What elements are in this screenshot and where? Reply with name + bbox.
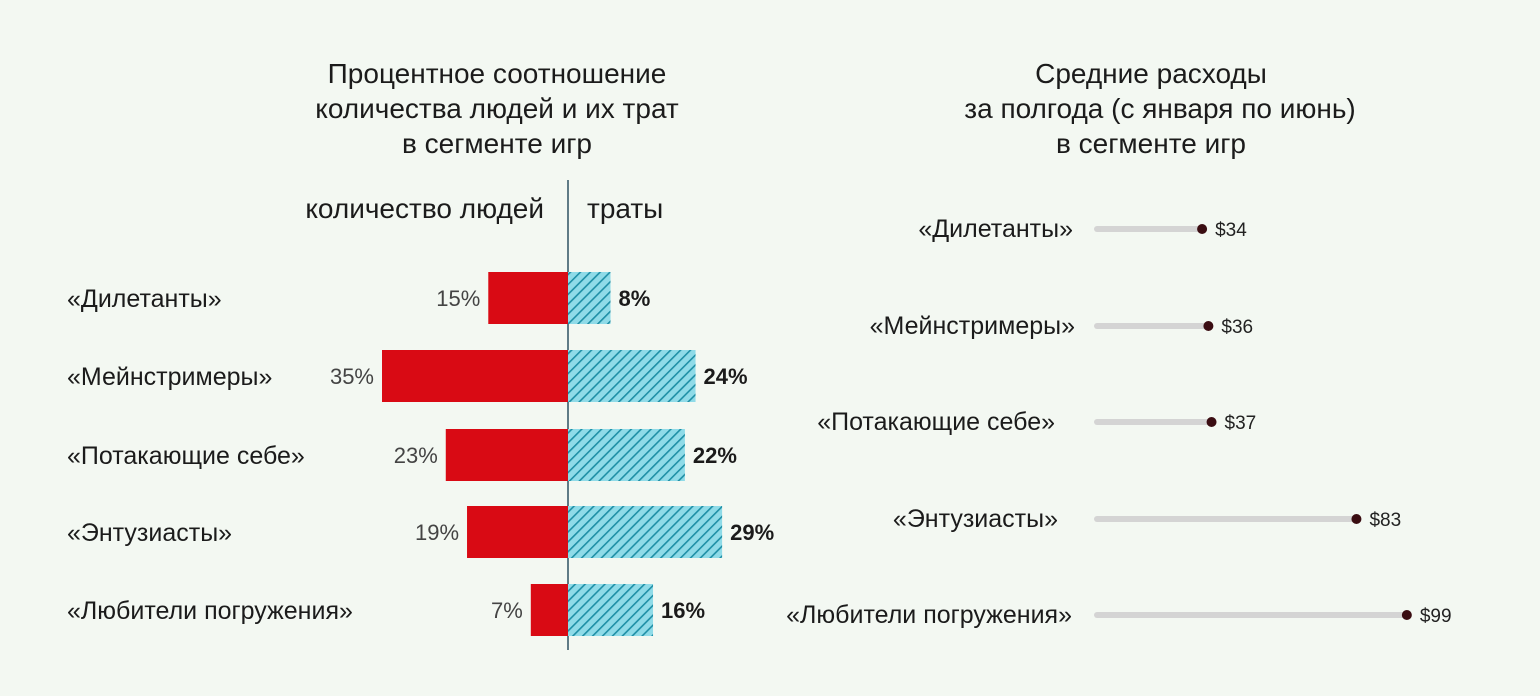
- average-spend-label: $34: [1215, 220, 1247, 241]
- people-bar: [530, 584, 568, 636]
- spending-bar: [568, 272, 611, 324]
- spending-value-label: 16%: [661, 598, 705, 623]
- spending-value-label: 22%: [693, 443, 737, 468]
- right-category-label: «Потакающие себе»: [817, 408, 1055, 436]
- people-bar: [467, 506, 568, 558]
- spending-dot: [1351, 514, 1362, 524]
- people-value-label: 7%: [491, 598, 523, 623]
- right-chart-title-line-2: за полгода (с января по июнь): [964, 93, 1355, 124]
- spending-column-header: траты: [587, 193, 663, 224]
- spending-bar: [568, 429, 685, 481]
- left-chart-title-line-2: количества людей и их трат: [315, 93, 679, 124]
- left-chart-title-line-3: в сегменте игр: [402, 128, 592, 159]
- right-category-label: «Дилетанты»: [918, 215, 1073, 243]
- left-category-label: «Мейнстримеры»: [67, 363, 272, 391]
- people-bar: [382, 350, 568, 402]
- spending-value-label: 24%: [704, 364, 748, 389]
- spending-bar: [568, 584, 654, 636]
- spending-dot: [1206, 417, 1217, 427]
- left-category-label: «Потакающие себе»: [67, 442, 305, 470]
- people-value-label: 15%: [436, 286, 480, 311]
- diverging-bar-chart: Процентное соотношение количества людей …: [67, 58, 774, 650]
- people-value-label: 19%: [415, 520, 459, 545]
- people-value-label: 35%: [330, 364, 374, 389]
- spending-dot: [1197, 224, 1208, 234]
- average-spend-label: $99: [1420, 606, 1452, 627]
- left-category-label: «Дилетанты»: [67, 285, 222, 313]
- right-chart-title-line-1: Средние расходы: [1035, 58, 1267, 89]
- spending-value-label: 8%: [619, 286, 651, 311]
- lollipop-chart: Средние расходы за полгода (с января по …: [786, 58, 1451, 629]
- left-category-label: «Любители погружения»: [67, 597, 353, 625]
- left-chart-rows: «Дилетанты» 15% 8% «Мейнстримеры» 35% 24% «Пот…: [67, 272, 774, 636]
- right-chart-title-line-3: в сегменте игр: [1056, 128, 1246, 159]
- spending-dot: [1401, 610, 1412, 620]
- spending-bar: [568, 506, 723, 558]
- right-category-label: «Энтузиасты»: [893, 505, 1058, 533]
- people-column-header: количество людей: [305, 193, 544, 224]
- spending-dot: [1203, 321, 1214, 331]
- spending-bar: [568, 350, 696, 402]
- people-bar: [445, 429, 568, 481]
- average-spend-label: $36: [1221, 317, 1253, 338]
- people-bar: [488, 272, 568, 324]
- right-category-label: «Любители погружения»: [786, 601, 1072, 629]
- left-category-label: «Энтузиасты»: [67, 519, 232, 547]
- left-chart-title-line-1: Процентное соотношение: [328, 58, 667, 89]
- right-chart-rows: «Дилетанты» $34 «Мейнстримеры» $36 «Потакающ…: [786, 215, 1451, 629]
- average-spend-label: $37: [1225, 413, 1257, 434]
- spending-value-label: 29%: [730, 520, 774, 545]
- people-value-label: 23%: [394, 443, 438, 468]
- average-spend-label: $83: [1369, 510, 1401, 531]
- right-category-label: «Мейнстримеры»: [870, 312, 1075, 340]
